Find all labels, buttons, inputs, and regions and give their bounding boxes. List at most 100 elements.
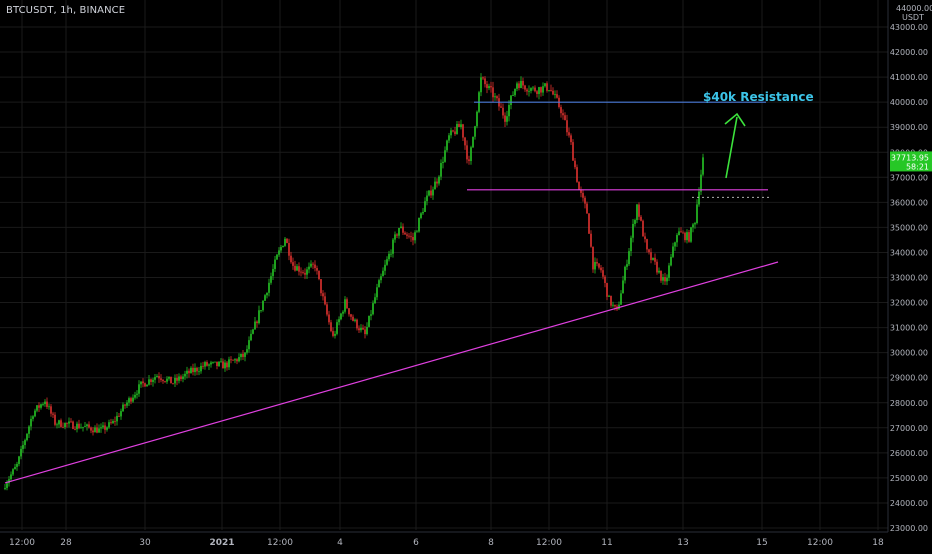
candle-body [698,191,700,205]
candle-body [642,220,644,237]
candle-body [634,220,636,224]
candle-body [632,223,634,238]
candle-body [680,231,682,233]
candle-body [596,262,598,264]
candle-body [450,130,452,136]
candle-body [70,421,72,423]
candle-body [526,89,528,92]
symbol-title[interactable]: BTCUSDT, 1h, BINANCE [6,5,126,16]
candle-body [620,293,622,305]
candle-body [280,247,282,251]
candle-body [528,90,530,92]
candle-body [266,292,268,296]
candle-body [520,80,522,88]
candle-body [218,361,220,367]
candle-body [638,204,640,217]
candle-body [438,176,440,184]
candle-body [286,238,288,244]
candle-body [60,420,62,427]
candle-body [46,401,48,407]
candle-body [284,238,286,246]
candle-body [350,314,352,317]
candle-body [140,381,142,385]
candle-body [554,94,556,95]
candle-body [544,83,546,87]
candle-body [610,295,612,306]
candle-body [78,423,80,429]
candle-body [250,333,252,341]
candle-body [348,308,350,315]
candle-body [382,270,384,277]
candle-body [428,190,430,196]
candle-body [192,367,194,373]
candle-body [244,352,246,357]
candle-body [254,321,256,330]
candle-body [566,120,568,133]
candle-body [36,405,38,411]
candle-body [282,245,284,248]
candle-body [50,406,52,414]
price-tick-label: 34000.00 [890,248,928,257]
candle-body [668,265,670,278]
candle-body [238,357,240,362]
candle-body [666,277,668,282]
candle-body [4,487,6,489]
price-axis-unit-label: USDT [902,13,924,22]
candle-body [372,303,374,315]
candle-body [14,466,16,470]
candle-body [38,405,40,408]
candle-body [552,90,554,95]
candle-body [626,264,628,267]
candle-body [588,213,590,234]
candle-body [186,370,188,374]
time-tick-label: 2021 [209,538,234,548]
candle-body [456,123,458,135]
candle-body [628,251,630,265]
candle-body [394,234,396,240]
candle-body [448,135,450,141]
candle-body [580,189,582,193]
last-price-label: 37713.95 [891,153,929,162]
candle-body [64,422,66,428]
candle-body [556,94,558,98]
candle-body [502,107,504,116]
candle-body [464,137,466,146]
candle-body [96,427,98,433]
candle-body [306,269,308,275]
candle-body [584,197,586,204]
candle-body [58,420,60,425]
candle-body [418,217,420,232]
candle-body [532,87,534,89]
candle-body [684,232,686,241]
candle-body [538,87,540,94]
candle-body [434,181,436,190]
price-tick-label: 40000.00 [890,98,928,107]
candle-body [606,283,608,297]
candle-body [188,370,190,374]
candle-body [18,456,20,464]
candle-body [488,86,490,89]
candle-body [686,232,688,241]
candle-body [166,378,168,382]
candle-body [492,87,494,98]
candle-body [248,340,250,350]
candle-body [72,421,74,429]
price-tick-label: 43000.00 [890,23,928,32]
candle-body [656,261,658,273]
candle-body [302,272,304,274]
candle-body [366,326,368,335]
candle-body [332,331,334,336]
candle-body [130,398,132,402]
candle-body [604,276,606,284]
candle-body [640,216,642,221]
candle-body [200,365,202,372]
candle-body [138,384,140,394]
candle-body [328,314,330,323]
candle-body [396,234,398,236]
candle-body [700,174,702,192]
time-tick-label: 6 [413,538,419,548]
candle-body [508,105,510,117]
